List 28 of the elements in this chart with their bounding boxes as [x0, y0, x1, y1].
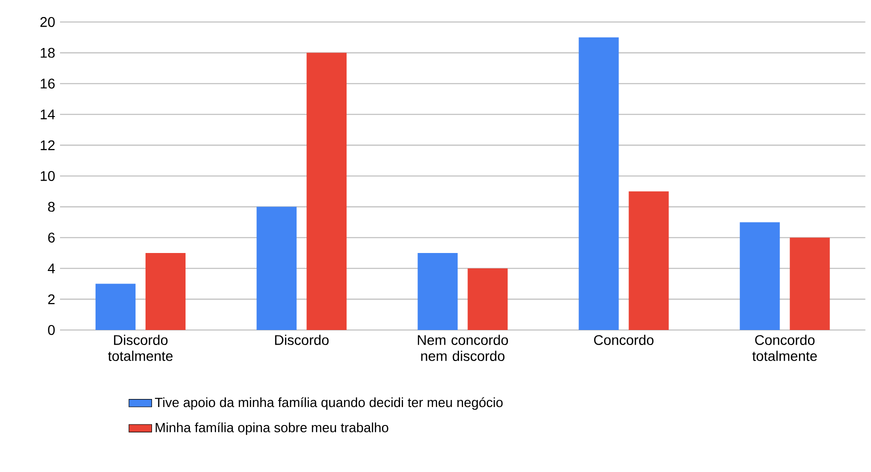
bar: [628, 191, 669, 330]
bar: [418, 253, 458, 330]
y-tick-label: 16: [40, 78, 55, 89]
y-tick-label: 10: [40, 171, 55, 181]
x-tick-label: Discordo: [275, 334, 329, 346]
bar: [740, 222, 780, 330]
bar: [790, 238, 830, 330]
y-tick-label: 4: [48, 264, 55, 274]
x-tick-label: Discordo totalmente: [108, 334, 173, 362]
y-tick-label: 20: [40, 17, 55, 27]
legend-label: Minha família opina sobre meu trabalho: [156, 422, 388, 435]
y-tick-label: 6: [48, 232, 55, 243]
x-tick-label: Nem concordo nem discordo: [418, 334, 508, 362]
bar: [578, 37, 619, 330]
bar: [468, 268, 508, 330]
y-tick-label: 12: [40, 140, 55, 150]
x-tick-label: Concordo totalmente: [752, 334, 817, 362]
legend-label: Tive apoio da minha família quando decidi ter meu negócio: [154, 397, 503, 410]
y-tick-label: 2: [48, 294, 55, 304]
y-tick-label: 0: [48, 325, 55, 335]
bar: [146, 253, 186, 330]
bar: [306, 52, 347, 330]
bar: [256, 206, 297, 330]
y-tick-label: 18: [40, 48, 55, 58]
y-tick-label: 8: [48, 202, 55, 212]
x-tick-label: Concordo: [594, 334, 654, 346]
y-tick-label: 14: [40, 110, 55, 120]
bar: [96, 284, 136, 330]
